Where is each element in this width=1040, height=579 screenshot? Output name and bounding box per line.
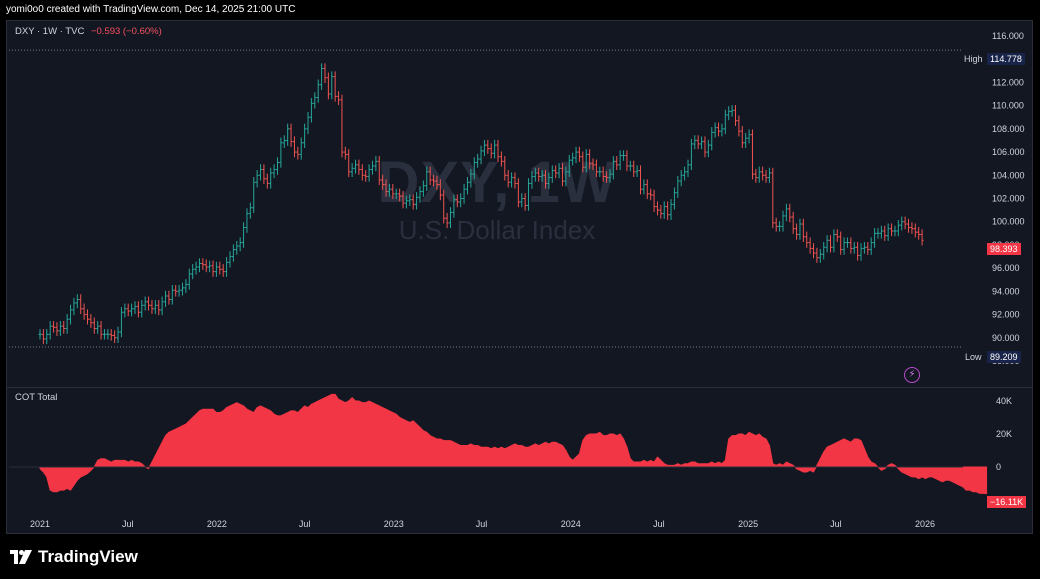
pane-separator[interactable] (7, 387, 1032, 388)
cot-axis-tick: 0 (996, 462, 1001, 472)
time-axis-tick: Jul (476, 519, 488, 529)
time-axis-tick: 2025 (738, 519, 758, 529)
low-value-tag: 89.209 (987, 351, 1021, 363)
price-axis-tick: 104.000 (992, 170, 1025, 180)
chart-header: yomi0o0 created with TradingView.com, De… (6, 4, 296, 15)
time-axis-tick: 2026 (915, 519, 935, 529)
brand-name: TradingView (38, 547, 138, 566)
lightning-icon[interactable]: ⚡ (904, 367, 920, 383)
chart-panel[interactable]: DXY, 1W U.S. Dollar Index 116.000114.000… (6, 20, 1033, 534)
price-axis-tick: 108.000 (992, 124, 1025, 134)
time-axis-tick: 2021 (30, 519, 50, 529)
time-axis-tick: Jul (653, 519, 665, 529)
price-axis-tick: 90.000 (992, 333, 1020, 343)
cot-axis-tick: 40K (996, 396, 1012, 406)
price-axis-tick: 110.000 (992, 101, 1024, 111)
price-axis-tick: 102.000 (992, 194, 1025, 204)
time-axis-tick: Jul (122, 519, 134, 529)
legend-symbol: DXY · 1W · TVC (15, 26, 85, 37)
time-axis-tick: Jul (830, 519, 842, 529)
price-axis-tick: 94.000 (992, 286, 1020, 296)
watermark-name: U.S. Dollar Index (398, 215, 596, 245)
cot-last-value-tag: −16.11K (987, 496, 1027, 508)
time-axis-tick: 2024 (561, 519, 581, 529)
high-label: High (961, 53, 986, 65)
low-label: Low (962, 351, 985, 363)
time-axis-tick: 2023 (384, 519, 404, 529)
cot-axis-tick: 20K (996, 429, 1012, 439)
tradingview-logo-icon (10, 550, 32, 564)
indicator-legend[interactable]: COT Total (15, 392, 58, 403)
cot-area (39, 393, 988, 495)
price-axis-tick: 106.000 (992, 147, 1025, 157)
price-axis-tick: 96.000 (992, 263, 1020, 273)
last-price-tag: 98.393 (987, 243, 1021, 255)
legend-change: −0.593 (−0.60%) (90, 26, 162, 37)
price-axis-tick: 92.000 (992, 310, 1020, 320)
chart-canvas[interactable]: 116.000114.000112.000110.000108.000106.0… (7, 21, 1032, 533)
price-axis-tick: 100.000 (992, 217, 1025, 227)
symbol-legend[interactable]: DXY · 1W · TVC −0.593 (−0.60%) (15, 26, 162, 37)
time-axis-tick: 2022 (207, 519, 227, 529)
high-value-tag: 114.778 (987, 53, 1025, 65)
price-axis-tick: 116.000 (992, 31, 1024, 41)
price-axis-tick: 112.000 (992, 77, 1024, 87)
time-axis-tick: Jul (299, 519, 311, 529)
brand-logo[interactable]: TradingView (10, 547, 138, 567)
